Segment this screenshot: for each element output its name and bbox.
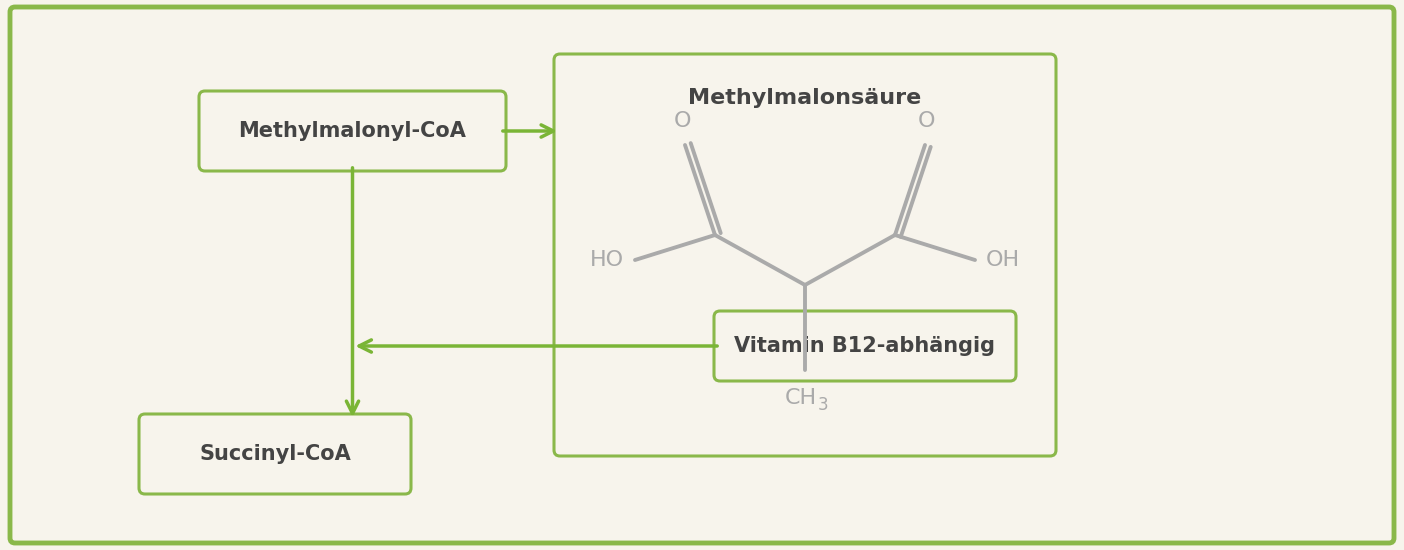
FancyBboxPatch shape	[715, 311, 1016, 381]
Text: Vitamin B12-abhängig: Vitamin B12-abhängig	[734, 336, 995, 356]
FancyBboxPatch shape	[199, 91, 505, 171]
Text: O: O	[674, 111, 692, 131]
Text: HO: HO	[590, 250, 623, 270]
Text: Methylmalonsäure: Methylmalonsäure	[688, 88, 921, 108]
Text: Succinyl-CoA: Succinyl-CoA	[199, 444, 351, 464]
FancyBboxPatch shape	[555, 54, 1056, 456]
Text: O: O	[918, 111, 935, 131]
FancyBboxPatch shape	[10, 7, 1394, 543]
FancyBboxPatch shape	[139, 414, 411, 494]
Text: 3: 3	[817, 396, 828, 414]
Text: CH: CH	[785, 388, 817, 408]
Text: OH: OH	[986, 250, 1021, 270]
Text: Methylmalonyl-CoA: Methylmalonyl-CoA	[239, 121, 466, 141]
